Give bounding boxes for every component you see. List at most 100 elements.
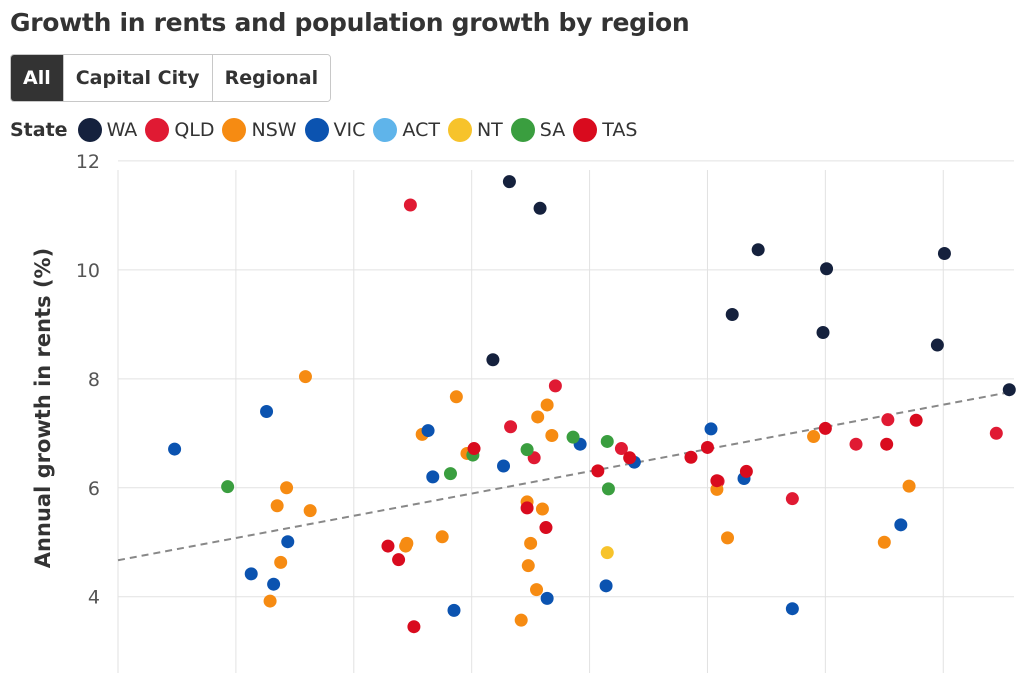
point-vic-8[interactable] bbox=[497, 459, 511, 473]
point-sa-4[interactable] bbox=[566, 430, 580, 444]
legend-label: State bbox=[10, 119, 68, 141]
legend-text-nt: NT bbox=[476, 119, 503, 141]
legend-swatch-act bbox=[373, 118, 398, 142]
legend-item-qld[interactable]: QLD bbox=[145, 118, 214, 142]
point-qld-7[interactable] bbox=[849, 437, 863, 451]
point-nsw-22[interactable] bbox=[721, 531, 735, 545]
point-sa-5[interactable] bbox=[600, 434, 614, 448]
point-nsw-3[interactable] bbox=[303, 504, 317, 518]
point-tas-10[interactable] bbox=[710, 474, 724, 488]
point-nsw-0[interactable] bbox=[298, 370, 312, 384]
point-qld-1[interactable] bbox=[504, 420, 518, 434]
legend-item-act[interactable]: ACT bbox=[373, 118, 440, 142]
point-vic-0[interactable] bbox=[168, 442, 182, 456]
point-tas-7[interactable] bbox=[623, 451, 637, 465]
point-qld-9[interactable] bbox=[989, 426, 1003, 440]
point-wa-6[interactable] bbox=[820, 262, 834, 276]
y-axis-title: Annual growth in rents (%) bbox=[31, 248, 55, 568]
point-wa-9[interactable] bbox=[1002, 383, 1016, 397]
filter-capital-city-button[interactable]: Capital City bbox=[63, 55, 213, 101]
point-nsw-16[interactable] bbox=[531, 410, 545, 424]
point-sa-0[interactable] bbox=[221, 480, 235, 494]
point-nsw-17[interactable] bbox=[540, 398, 554, 412]
point-tas-2[interactable] bbox=[407, 620, 421, 634]
y-tick-label-12: 12 bbox=[76, 151, 100, 173]
point-tas-9[interactable] bbox=[700, 440, 714, 454]
legend-item-tas[interactable]: TAS bbox=[573, 118, 637, 142]
point-tas-5[interactable] bbox=[539, 521, 553, 535]
legend-item-nsw[interactable]: NSW bbox=[222, 118, 297, 142]
point-tas-8[interactable] bbox=[684, 450, 698, 464]
point-nsw-2[interactable] bbox=[280, 481, 294, 495]
point-vic-4[interactable] bbox=[281, 535, 295, 549]
point-tas-3[interactable] bbox=[467, 442, 481, 456]
point-qld-0[interactable] bbox=[403, 198, 417, 212]
point-nsw-1[interactable] bbox=[270, 499, 284, 513]
point-tas-14[interactable] bbox=[880, 437, 894, 451]
trendline-group bbox=[117, 390, 1015, 562]
legend-swatch-sa bbox=[510, 118, 535, 142]
point-tas-4[interactable] bbox=[520, 501, 534, 515]
point-qld-3[interactable] bbox=[548, 379, 562, 393]
point-nsw-23[interactable] bbox=[807, 430, 821, 444]
point-wa-5[interactable] bbox=[816, 326, 830, 340]
legend-item-wa[interactable]: WA bbox=[77, 118, 137, 142]
point-nsw-10[interactable] bbox=[449, 390, 463, 404]
point-vic-9[interactable] bbox=[540, 591, 554, 605]
filter-all-button[interactable]: All bbox=[11, 55, 64, 101]
point-nsw-15[interactable] bbox=[514, 613, 528, 627]
point-sa-3[interactable] bbox=[520, 443, 534, 457]
filter-regional-button[interactable]: Regional bbox=[212, 55, 331, 101]
point-nsw-9[interactable] bbox=[435, 530, 449, 544]
point-tas-12[interactable] bbox=[818, 421, 832, 435]
point-vic-6[interactable] bbox=[426, 470, 440, 484]
point-wa-7[interactable] bbox=[930, 338, 944, 352]
point-qld-6[interactable] bbox=[785, 492, 799, 506]
legend-text-qld: QLD bbox=[174, 119, 215, 141]
point-vic-13[interactable] bbox=[704, 422, 718, 436]
point-vic-15[interactable] bbox=[785, 602, 799, 616]
point-vic-5[interactable] bbox=[421, 424, 435, 438]
point-wa-2[interactable] bbox=[533, 201, 547, 215]
point-wa-1[interactable] bbox=[502, 175, 516, 189]
legend-item-sa[interactable]: SA bbox=[510, 118, 565, 142]
point-vic-11[interactable] bbox=[599, 579, 613, 593]
point-sa-1[interactable] bbox=[443, 467, 457, 481]
point-nsw-18[interactable] bbox=[545, 428, 559, 442]
point-nsw-19[interactable] bbox=[535, 502, 549, 516]
point-nsw-20[interactable] bbox=[530, 583, 544, 597]
state-legend: State WA QLD NSW VIC ACT NT SA TAS bbox=[10, 114, 645, 146]
point-nsw-4[interactable] bbox=[263, 594, 277, 608]
point-nsw-24[interactable] bbox=[877, 535, 891, 549]
point-qld-8[interactable] bbox=[881, 413, 895, 427]
point-tas-0[interactable] bbox=[381, 539, 395, 553]
point-sa-6[interactable] bbox=[601, 482, 615, 496]
point-wa-4[interactable] bbox=[751, 243, 765, 257]
legend-text-vic: VIC bbox=[333, 119, 366, 141]
point-nsw-5[interactable] bbox=[274, 555, 288, 569]
point-vic-1[interactable] bbox=[260, 405, 274, 418]
point-vic-7[interactable] bbox=[447, 603, 461, 617]
point-vic-2[interactable] bbox=[244, 567, 258, 581]
point-nsw-13[interactable] bbox=[521, 559, 535, 573]
point-nt-0[interactable] bbox=[600, 546, 614, 560]
point-nsw-14[interactable] bbox=[524, 536, 538, 550]
data-points bbox=[168, 175, 1016, 634]
point-tas-1[interactable] bbox=[392, 553, 406, 567]
point-wa-3[interactable] bbox=[725, 308, 739, 322]
legend-swatch-wa bbox=[77, 118, 102, 142]
point-tas-13[interactable] bbox=[909, 413, 923, 427]
legend-item-nt[interactable]: NT bbox=[447, 118, 503, 142]
legend-item-vic[interactable]: VIC bbox=[304, 118, 366, 142]
point-wa-0[interactable] bbox=[486, 353, 500, 367]
point-vic-3[interactable] bbox=[267, 577, 281, 591]
point-wa-8[interactable] bbox=[937, 247, 951, 261]
point-vic-16[interactable] bbox=[894, 518, 908, 532]
point-tas-11[interactable] bbox=[739, 464, 753, 478]
point-tas-6[interactable] bbox=[591, 464, 605, 478]
point-nsw-25[interactable] bbox=[902, 479, 916, 493]
point-qld-4[interactable] bbox=[614, 442, 628, 456]
legend-swatch-nt bbox=[447, 118, 472, 142]
point-nsw-7[interactable] bbox=[400, 536, 414, 550]
